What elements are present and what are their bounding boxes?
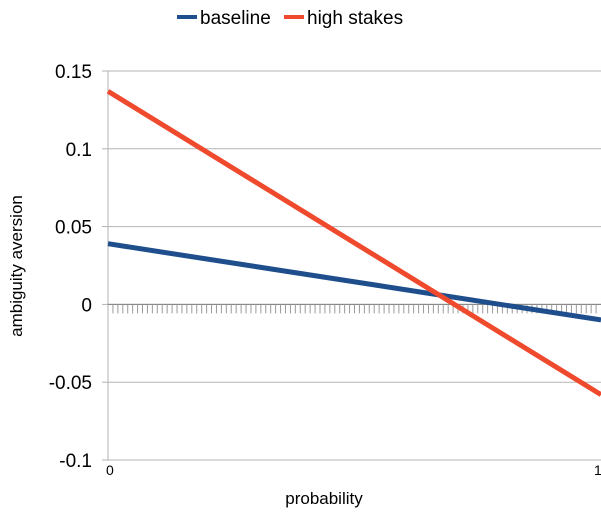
gridlines: [108, 70, 601, 461]
x-axis-minor-ticks: [112, 304, 597, 314]
legend-label-high-stakes: high stakes: [307, 8, 403, 29]
y-tick-label-0: 0.15: [55, 62, 92, 83]
series-lines: [106, 89, 601, 397]
axes: [107, 71, 601, 460]
y-axis-ticks: 0.15 0.1 0.05 0 -0.05 -0.1: [49, 62, 108, 472]
y-tick-label-3: 0: [81, 295, 92, 316]
y-tick-label-4: -0.05: [49, 373, 92, 394]
legend-label-baseline: baseline: [200, 8, 271, 29]
y-tick-label-2: 0.05: [55, 218, 92, 239]
series-line-baseline: [107, 241, 601, 323]
x-tick-label-1: 1: [594, 462, 601, 478]
x-tick-label-0: 0: [106, 462, 114, 478]
y-tick-label-1: 0.1: [66, 140, 92, 161]
series-line-high-stakes: [106, 89, 601, 397]
y-tick-label-5: -0.1: [59, 451, 92, 472]
legend: baseline high stakes: [177, 8, 403, 29]
x-axis-title: probability: [285, 489, 363, 508]
y-axis-title: ambiguity aversion: [7, 195, 26, 337]
